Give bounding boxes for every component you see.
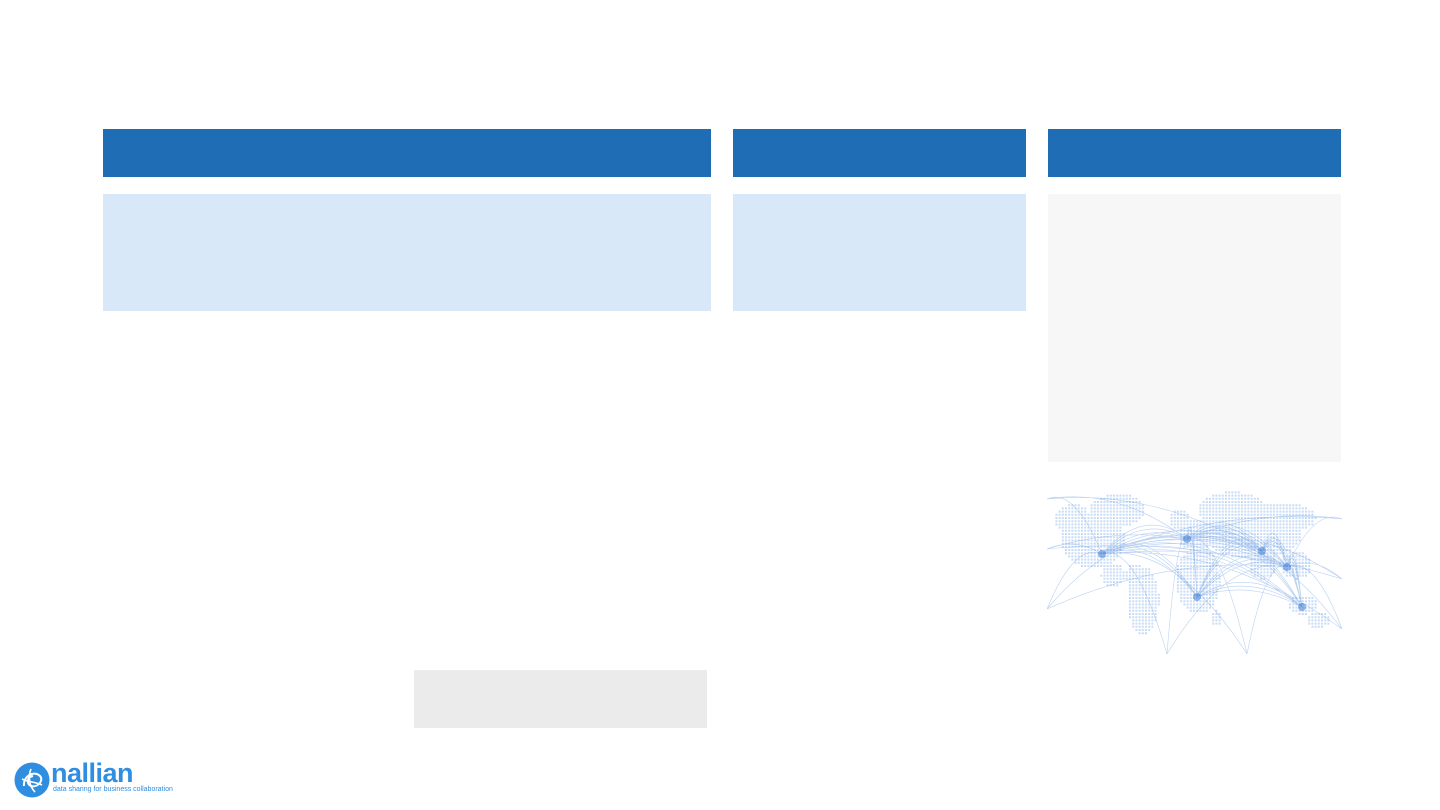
placeholder-box: [414, 670, 707, 728]
logo-wordmark: nallian: [51, 758, 134, 788]
column-header-middle: [733, 129, 1026, 177]
logo-tagline: data sharing for business collaboration: [53, 786, 173, 793]
column-body-right: [1048, 194, 1341, 462]
nallian-logo: nallian data sharing for business collab…: [12, 758, 173, 800]
column-body-middle: [733, 194, 1026, 311]
nallian-logo-mark-icon: [14, 762, 50, 798]
column-body-left: [103, 194, 711, 311]
column-header-right: [1048, 129, 1341, 177]
column-header-left: [103, 129, 711, 177]
world-connections-map-icon: [1047, 479, 1342, 654]
